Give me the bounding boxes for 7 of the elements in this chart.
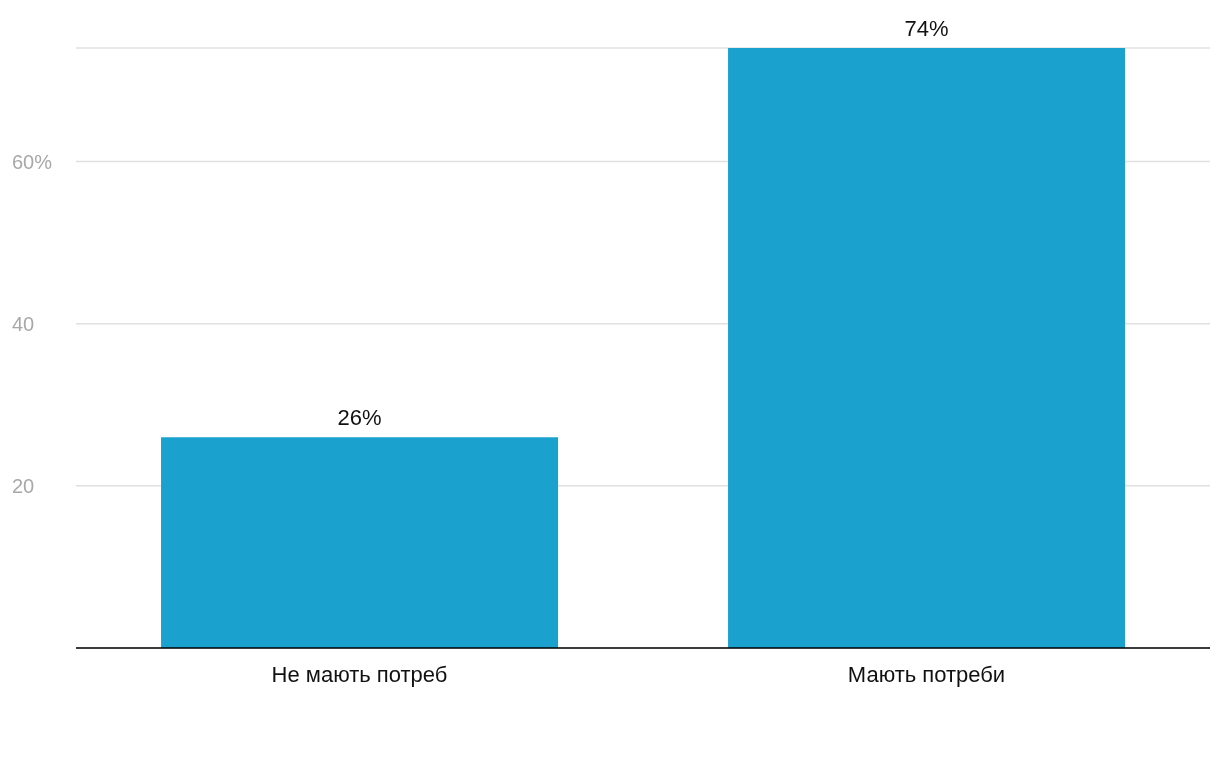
x-tick-label: Мають потреби	[847, 661, 1006, 687]
y-tick-label: 60%	[12, 150, 53, 173]
y-tick-label: 20	[12, 474, 35, 497]
y-tick-label: 40	[12, 312, 35, 335]
x-tick-label: Не мають потреб	[271, 661, 448, 687]
data-label: 26%	[337, 405, 382, 431]
data-label: 74%	[904, 16, 949, 41]
